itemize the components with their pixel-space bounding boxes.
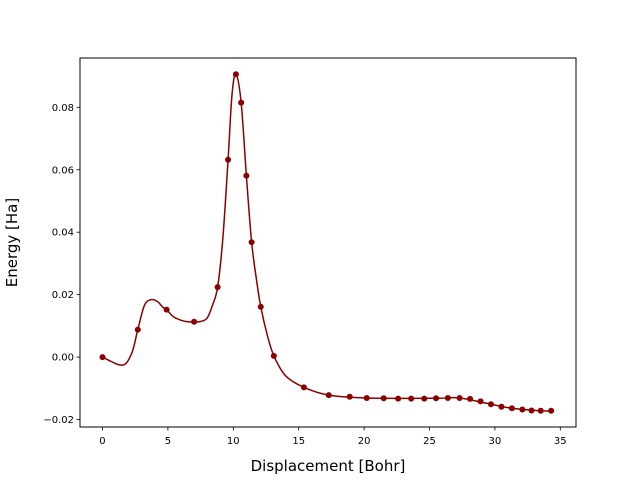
data-point-marker [444, 394, 451, 401]
y-axis-label: Energy [Ha] [3, 198, 21, 287]
x-axis-ticks: 0 5 10 15 20 25 30 35 [99, 427, 567, 447]
data-point-marker [232, 71, 239, 78]
data-point-marker [421, 395, 428, 402]
data-point-marker [225, 156, 232, 163]
data-point-marker [380, 395, 387, 402]
curve-layer [102, 73, 552, 412]
data-point-marker [477, 398, 484, 405]
y-tick-label: 0.04 [52, 228, 74, 239]
data-point-marker [300, 384, 307, 391]
data-point-marker [487, 401, 494, 408]
data-point-marker [548, 407, 555, 414]
data-point-marker [519, 406, 526, 413]
x-tick-label: 25 [423, 436, 436, 447]
y-axis-ticks: −0.02 0.00 0.02 0.04 0.06 0.08 [43, 103, 80, 426]
marker-layer [99, 71, 555, 414]
plot-frame [79, 57, 577, 428]
data-point-marker [270, 352, 277, 359]
data-point-marker [498, 403, 505, 410]
y-tick-label: 0.08 [52, 103, 74, 114]
data-point-marker [248, 239, 255, 246]
x-tick-label: 5 [165, 436, 171, 447]
data-point-marker [408, 395, 415, 402]
x-tick-label: 20 [358, 436, 371, 447]
x-tick-label: 30 [489, 436, 502, 447]
y-tick-label: 0.02 [52, 290, 74, 301]
x-tick-label: 0 [99, 436, 105, 447]
x-tick-label: 35 [554, 436, 567, 447]
data-point-marker [395, 395, 402, 402]
x-tick-label: 15 [292, 436, 305, 447]
energy-curve [102, 73, 552, 412]
data-point-marker [467, 395, 474, 402]
data-point-marker [456, 394, 463, 401]
data-point-marker [214, 284, 221, 291]
data-point-marker [134, 326, 141, 333]
x-tick-label: 10 [227, 436, 240, 447]
data-point-marker [257, 303, 264, 310]
x-axis-label: Displacement [Bohr] [251, 457, 406, 475]
data-point-marker [99, 354, 106, 361]
data-point-marker [191, 318, 198, 325]
data-point-marker [363, 394, 370, 401]
y-tick-label: −0.02 [43, 415, 74, 426]
plot-area [80, 58, 576, 427]
data-point-marker [238, 99, 245, 106]
data-point-marker [508, 405, 515, 412]
y-tick-label: 0.00 [52, 353, 74, 364]
data-point-marker [346, 393, 353, 400]
data-point-marker [163, 306, 170, 313]
data-point-marker [325, 392, 332, 399]
y-tick-label: 0.06 [52, 165, 74, 176]
data-point-marker [433, 395, 440, 402]
data-point-marker [528, 407, 535, 414]
data-point-marker [537, 407, 544, 414]
data-point-marker [243, 172, 250, 179]
